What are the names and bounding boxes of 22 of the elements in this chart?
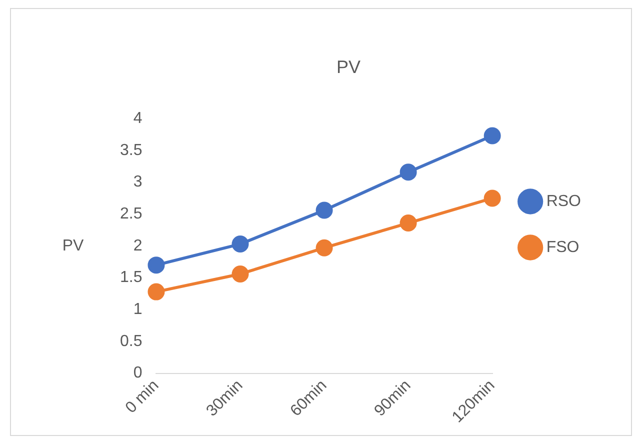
- y-tick-label: 3.5: [120, 142, 142, 159]
- y-tick-label: 1: [133, 301, 142, 318]
- y-tick-label: 1.5: [120, 269, 142, 286]
- chart-title: PV: [336, 56, 361, 77]
- y-tick-label: 2.5: [120, 206, 142, 223]
- y-tick-label: 2: [133, 237, 142, 254]
- y-axis-title: PV: [62, 237, 84, 254]
- point: [316, 239, 333, 256]
- legend-label: RSO: [546, 192, 581, 210]
- legend-label: FSO: [546, 238, 580, 256]
- point: [484, 127, 501, 144]
- point: [316, 202, 333, 219]
- point: [232, 265, 249, 282]
- y-tick-label: 4: [133, 110, 142, 128]
- point: [148, 256, 165, 274]
- y-tick-label: 3: [133, 174, 142, 191]
- point: [400, 164, 417, 181]
- point: [148, 283, 165, 300]
- point: [232, 236, 249, 253]
- y-tick-label: 0.5: [120, 332, 142, 350]
- point: [484, 190, 501, 207]
- point: [400, 214, 417, 232]
